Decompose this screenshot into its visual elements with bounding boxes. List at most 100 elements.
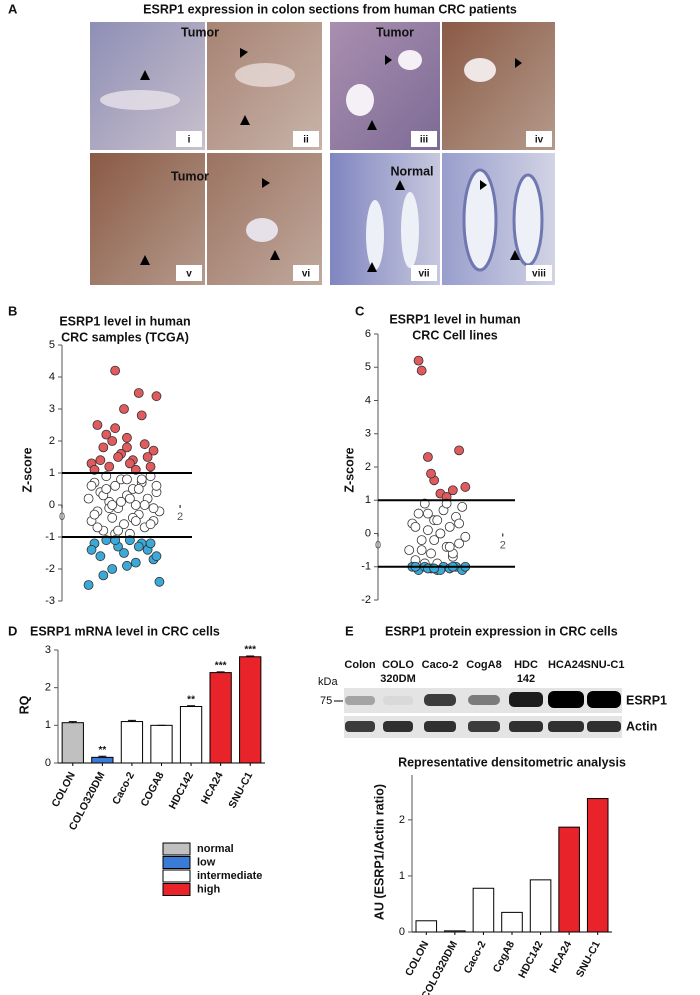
numeral-boxes xyxy=(176,131,552,281)
x-tick-label: HDC142 xyxy=(167,770,197,811)
lane-label: 142 xyxy=(517,673,535,685)
data-point xyxy=(83,493,94,504)
data-point xyxy=(441,498,452,509)
arrowhead xyxy=(510,250,520,260)
bar xyxy=(209,672,232,764)
chart-title: CRC samples (TCGA) xyxy=(61,330,189,344)
y-tick-label: 2 xyxy=(399,814,405,826)
y-tick-label: 2 xyxy=(365,461,371,473)
data-point xyxy=(457,501,468,512)
image-numeral: ii xyxy=(303,135,309,146)
bar xyxy=(239,656,262,764)
y-tick-label: 0 xyxy=(399,926,405,938)
data-point xyxy=(101,429,112,440)
data-point xyxy=(444,521,455,532)
data-point xyxy=(145,519,156,530)
marker-label: 75 xyxy=(320,695,332,707)
arrowhead xyxy=(140,70,150,80)
data-point xyxy=(122,432,132,443)
arrowhead xyxy=(515,58,522,68)
band-label: ESRP1 xyxy=(626,693,667,707)
unit-label: kDa xyxy=(318,676,338,688)
x-tick-label: 2 xyxy=(177,511,183,523)
panel-label: C xyxy=(355,303,365,318)
data-point xyxy=(107,512,118,523)
y-tick-label: 4 xyxy=(365,394,371,406)
data-point xyxy=(83,580,94,590)
image-numeral: viii xyxy=(532,269,546,280)
x-tick-label: COGA8 xyxy=(138,770,166,809)
group-label: Tumor xyxy=(376,25,414,39)
data-point xyxy=(416,365,427,376)
blot-band xyxy=(424,721,456,732)
data-point xyxy=(145,538,156,549)
data-point xyxy=(454,445,464,456)
x-tick-label: HCA24 xyxy=(547,939,574,975)
histology-grid xyxy=(90,22,555,285)
numeral-box xyxy=(176,265,202,281)
numeral-box xyxy=(526,265,552,281)
bar xyxy=(120,721,144,764)
tissue-lumen xyxy=(100,90,180,110)
tissue-gland xyxy=(401,192,419,268)
data-point xyxy=(435,528,446,539)
data-point xyxy=(133,388,144,398)
data-point xyxy=(110,423,121,434)
y-tick-label: -1 xyxy=(361,561,371,573)
error-bar xyxy=(187,705,196,707)
error-bar xyxy=(127,719,136,722)
y-tick-label: 4 xyxy=(49,371,55,383)
data-point xyxy=(113,452,123,462)
group-label: Tumor xyxy=(181,25,219,39)
data-point xyxy=(454,538,464,549)
significance-label: ** xyxy=(187,694,195,705)
lane-label: CogA8 xyxy=(466,659,501,671)
x-tick-label: 0 xyxy=(59,511,65,523)
arrowhead xyxy=(385,55,392,65)
data-point xyxy=(423,452,433,462)
y-tick-label: 0 xyxy=(45,757,51,769)
data-point xyxy=(419,498,430,509)
tissue-lumen xyxy=(464,58,496,82)
x-tick-label: HDC142 xyxy=(516,939,546,980)
numeral-box xyxy=(293,131,319,147)
legend-swatch xyxy=(162,856,191,869)
x-tick-label: HCA24 xyxy=(199,770,226,806)
arrowhead xyxy=(367,120,377,130)
legend-swatch xyxy=(162,869,191,883)
data-point xyxy=(154,576,165,587)
significance-label: *** xyxy=(215,660,227,671)
data-point xyxy=(410,521,421,532)
y-tick-label: 5 xyxy=(49,339,55,351)
data-point xyxy=(429,563,440,574)
lane-label: COLO xyxy=(382,659,414,671)
tissue-gland xyxy=(462,168,498,272)
data-point xyxy=(119,548,129,558)
data-point xyxy=(107,500,118,510)
numeral-box xyxy=(411,265,437,281)
chart-title: ESRP1 level in human xyxy=(59,314,190,328)
data-point xyxy=(86,480,97,491)
group-label: Normal xyxy=(390,164,433,178)
data-point xyxy=(148,503,159,514)
band-label: Actin xyxy=(626,719,657,733)
image-numeral: vii xyxy=(418,269,429,280)
y-tick-label: 2 xyxy=(45,682,51,694)
data-point xyxy=(101,484,112,494)
tissue-lumen xyxy=(246,218,278,242)
lane-label: Caco-2 xyxy=(422,659,459,671)
blot-band xyxy=(509,721,543,732)
panel-label: B xyxy=(8,303,17,318)
blot-image xyxy=(344,688,622,738)
chart-title: ESRP1 level in human xyxy=(389,312,520,326)
y-tick-label: 2 xyxy=(49,435,55,447)
tissue-gland xyxy=(366,200,384,270)
bar xyxy=(150,724,173,764)
bar xyxy=(586,798,609,933)
blot-band xyxy=(509,692,543,707)
data-point xyxy=(119,404,129,414)
data-point xyxy=(413,508,424,519)
y-tick-label: 3 xyxy=(365,428,371,440)
panel-title: ESRP1 protein expression in CRC cells xyxy=(385,624,618,638)
